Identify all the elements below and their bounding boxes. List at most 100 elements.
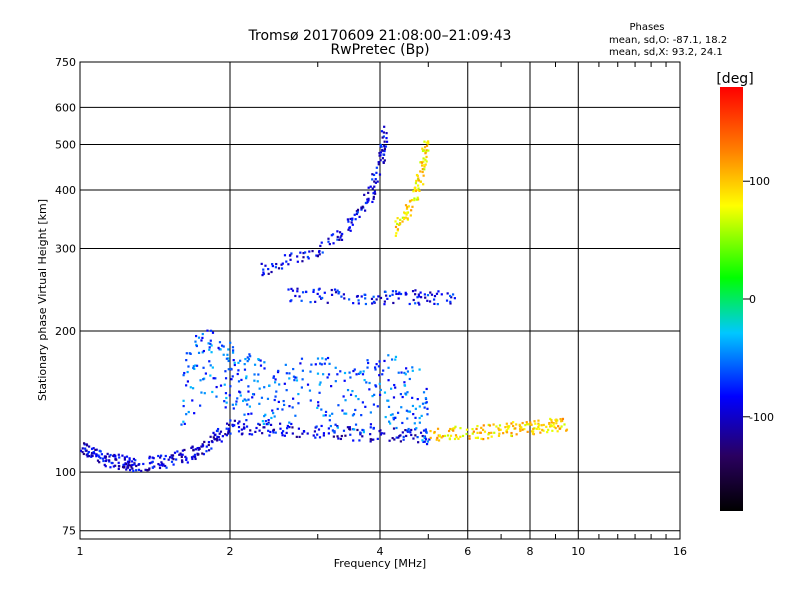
data-point <box>272 428 276 431</box>
data-point <box>261 273 264 277</box>
data-point <box>406 391 409 394</box>
data-point <box>542 429 545 432</box>
data-point <box>396 228 400 231</box>
data-point <box>488 424 492 427</box>
data-point <box>403 211 406 214</box>
data-point <box>108 459 111 462</box>
data-point <box>552 421 555 425</box>
data-point <box>374 368 377 371</box>
data-point <box>353 368 356 371</box>
data-point <box>216 439 219 442</box>
data-point <box>133 462 136 465</box>
data-point <box>292 397 295 400</box>
data-point <box>414 302 417 305</box>
data-point <box>372 192 375 195</box>
data-point <box>245 425 249 428</box>
data-point <box>406 211 409 214</box>
data-point <box>247 390 250 393</box>
data-point <box>231 423 234 426</box>
data-point <box>131 463 134 467</box>
data-point <box>534 422 537 425</box>
data-point <box>433 302 436 305</box>
data-point <box>416 184 420 187</box>
data-point <box>318 249 321 253</box>
data-point <box>374 385 378 388</box>
data-point <box>423 164 426 167</box>
data-point <box>132 469 135 473</box>
data-point <box>514 427 517 430</box>
data-point <box>362 431 365 434</box>
data-point <box>253 373 256 376</box>
data-point <box>314 300 317 303</box>
data-point <box>507 427 510 430</box>
data-point <box>427 149 430 152</box>
data-point <box>274 266 277 269</box>
data-point <box>263 386 266 389</box>
data-point <box>374 192 377 195</box>
data-point <box>283 403 286 407</box>
data-point <box>314 363 317 366</box>
data-point <box>371 187 374 190</box>
data-point <box>309 301 312 304</box>
data-point <box>316 357 320 360</box>
data-point <box>247 412 250 416</box>
data-point <box>184 455 187 458</box>
data-point <box>359 370 362 373</box>
data-point <box>104 455 108 458</box>
data-point <box>294 294 297 298</box>
data-point <box>180 459 184 462</box>
data-point <box>404 373 407 376</box>
y-tick-label: 300 <box>55 243 76 256</box>
data-point <box>498 432 501 435</box>
data-point <box>413 199 416 202</box>
data-point <box>449 300 452 303</box>
data-point <box>309 399 312 402</box>
data-point <box>471 432 474 435</box>
data-point <box>519 427 522 431</box>
data-point <box>197 351 201 354</box>
data-point <box>529 421 532 424</box>
data-point <box>274 431 277 434</box>
data-point <box>378 173 382 176</box>
data-point <box>391 436 394 440</box>
data-point <box>244 357 247 361</box>
data-point <box>387 354 390 357</box>
data-point <box>216 435 219 438</box>
data-point <box>175 458 178 461</box>
data-point <box>527 423 530 426</box>
data-point <box>242 426 246 429</box>
data-point <box>234 403 238 406</box>
data-point <box>369 426 372 429</box>
data-point <box>555 422 558 425</box>
data-point <box>250 412 253 415</box>
data-point <box>126 460 130 463</box>
stats-x-line: mean, sd,X: 93.2, 24.1 <box>609 47 723 58</box>
data-point <box>128 461 131 464</box>
data-point <box>284 363 287 366</box>
x-tick-label: 10 <box>571 545 585 558</box>
data-point <box>355 373 358 376</box>
data-point <box>127 462 130 465</box>
data-point <box>408 430 411 433</box>
data-point <box>526 422 529 426</box>
data-point <box>185 384 188 387</box>
data-point <box>233 363 236 367</box>
data-point <box>537 425 540 428</box>
data-point <box>376 437 379 440</box>
data-point <box>382 131 385 134</box>
data-point <box>411 366 414 369</box>
colorbar-tick-label: 100 <box>749 175 770 188</box>
data-point <box>405 213 408 216</box>
data-point <box>389 413 393 417</box>
data-point <box>422 429 426 432</box>
data-point <box>367 191 370 194</box>
data-point <box>339 437 343 441</box>
data-point <box>293 376 297 379</box>
data-point <box>387 405 391 409</box>
data-point <box>209 329 213 332</box>
data-point <box>409 214 412 217</box>
data-point <box>357 372 361 375</box>
data-point <box>418 303 421 306</box>
data-point <box>85 444 89 447</box>
data-point <box>128 458 131 462</box>
